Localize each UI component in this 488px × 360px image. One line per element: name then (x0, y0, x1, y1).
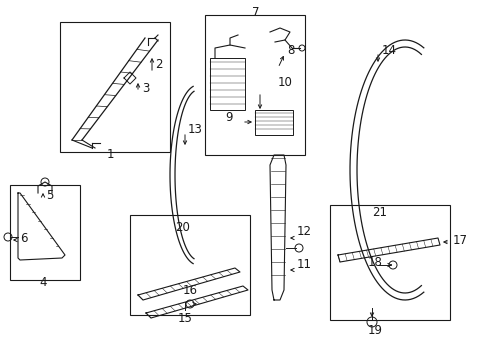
Text: 3: 3 (142, 81, 149, 94)
Text: 17: 17 (452, 234, 467, 247)
Text: 13: 13 (187, 123, 203, 136)
Text: 11: 11 (296, 258, 311, 271)
Bar (254, 110, 292, 135)
Bar (10, 185, 80, 280)
Text: 20: 20 (175, 221, 189, 234)
Text: 2: 2 (155, 58, 162, 72)
Bar (209, 58, 244, 110)
Text: 18: 18 (367, 256, 382, 269)
Text: 14: 14 (381, 44, 396, 57)
Text: 8: 8 (286, 44, 294, 57)
Text: 6: 6 (20, 231, 27, 244)
Text: 12: 12 (296, 225, 311, 238)
Text: 19: 19 (367, 324, 382, 337)
Bar (60, 22, 170, 152)
Text: 4: 4 (39, 276, 47, 289)
Text: 1: 1 (106, 148, 114, 162)
Bar (130, 215, 249, 315)
Bar (329, 205, 449, 320)
Text: 10: 10 (278, 77, 292, 90)
Text: 7: 7 (251, 6, 259, 19)
Bar (204, 15, 305, 155)
Text: 16: 16 (183, 284, 198, 297)
Text: 15: 15 (177, 311, 192, 324)
Text: 5: 5 (46, 189, 53, 202)
Text: 9: 9 (224, 112, 232, 125)
Text: 21: 21 (371, 207, 386, 220)
